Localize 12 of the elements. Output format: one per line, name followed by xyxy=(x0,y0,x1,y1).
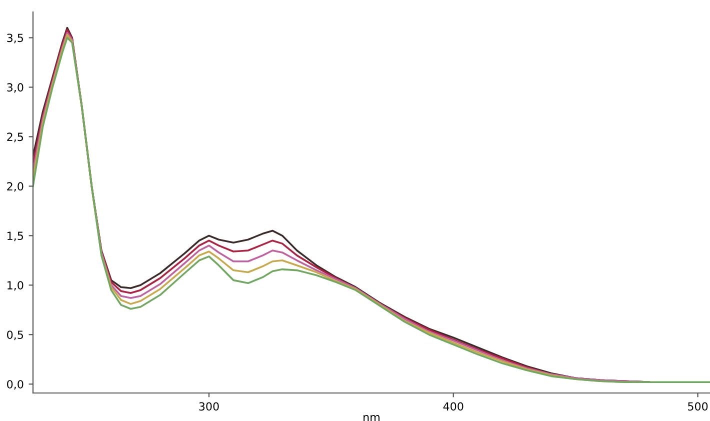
x-axis-title: nm xyxy=(364,415,380,421)
y-tick-label: 0,0 xyxy=(7,380,24,390)
y-tick-label: 3,5 xyxy=(7,34,23,44)
y-tick-label: 2,0 xyxy=(7,182,24,192)
y-tick-label: 0,5 xyxy=(7,330,23,340)
x-tick-label: 400 xyxy=(443,402,464,411)
x-tick-label: 500 xyxy=(688,402,708,411)
y-tick-label: 3,0 xyxy=(7,83,24,93)
y-tick-label: 2,5 xyxy=(7,132,23,142)
y-tick-label: 1,5 xyxy=(8,232,23,242)
y-tick-label: 1,0 xyxy=(8,281,24,291)
x-tick-label: 300 xyxy=(199,402,219,411)
